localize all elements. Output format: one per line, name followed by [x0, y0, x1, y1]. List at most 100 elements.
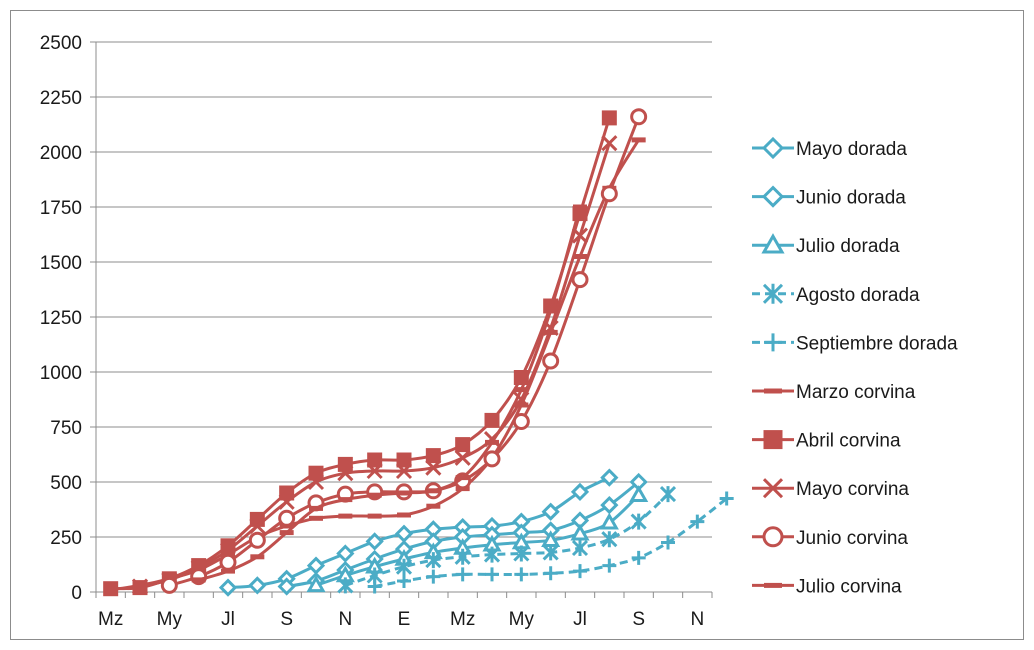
data-point — [600, 495, 619, 515]
legend-label: Septiembre dorada — [796, 333, 958, 354]
data-point — [485, 439, 499, 445]
data-point — [601, 110, 617, 126]
legend-swatch-marker — [761, 136, 785, 160]
data-point — [249, 517, 266, 535]
data-point — [367, 579, 382, 594]
legend-label: Julio corvina — [796, 576, 902, 597]
data-point — [485, 567, 499, 582]
legend-label: Junio corvina — [796, 528, 908, 549]
x-tick-label: Mz — [450, 609, 475, 630]
x-tick-label: Jl — [221, 609, 235, 630]
y-tick-label: 1500 — [40, 253, 82, 274]
legend-label: Junio dorada — [796, 188, 906, 209]
data-point — [191, 577, 206, 583]
data-point — [367, 452, 383, 468]
data-point — [397, 490, 411, 496]
series-2 — [306, 485, 649, 593]
legend-swatch-marker — [763, 430, 783, 450]
legend-entry: Agosto dorada — [752, 283, 920, 306]
data-point — [571, 271, 589, 289]
legend-swatch-marker — [761, 185, 785, 208]
data-point — [513, 391, 530, 408]
legend-swatch-marker — [764, 333, 782, 352]
y-tick-label: 500 — [50, 473, 82, 494]
data-point — [309, 515, 323, 521]
x-tick-label: S — [280, 609, 293, 630]
data-point — [307, 473, 325, 491]
data-point — [512, 413, 530, 430]
series-3 — [337, 486, 677, 594]
legend-entry: Mayo dorada — [752, 136, 907, 160]
data-point — [278, 493, 295, 510]
data-point — [454, 449, 471, 466]
data-point — [367, 513, 382, 519]
data-point — [425, 552, 442, 569]
data-point — [630, 108, 648, 126]
legend-swatch-marker — [762, 526, 784, 548]
data-point — [570, 482, 590, 502]
series-6 — [103, 110, 617, 597]
data-point — [514, 387, 529, 393]
data-point — [514, 567, 529, 582]
legend-entry: Abril corvina — [752, 430, 901, 452]
y-tick-label: 2250 — [40, 88, 82, 109]
series-line — [344, 493, 670, 587]
data-point — [483, 546, 501, 563]
data-point — [513, 545, 530, 562]
data-point — [571, 227, 589, 244]
legend-entry: Junio corvina — [752, 526, 908, 549]
y-tick-label: 1750 — [40, 198, 82, 219]
data-point — [573, 254, 587, 259]
data-point — [541, 530, 561, 548]
y-tick-label: 0 — [71, 583, 82, 604]
data-point — [601, 135, 618, 152]
legend-swatch-marker — [764, 388, 782, 394]
data-point — [306, 575, 326, 593]
data-point — [543, 307, 558, 313]
legend-swatch-marker — [764, 582, 782, 588]
legend-label: Marzo corvina — [796, 382, 916, 403]
legend-entry: Junio dorada — [752, 185, 906, 209]
series-lines — [103, 108, 734, 597]
data-point — [659, 486, 677, 503]
data-point — [160, 576, 178, 594]
legend-swatch-marker — [762, 283, 784, 304]
data-point — [454, 548, 471, 565]
x-tick-label: Mz — [98, 609, 123, 630]
data-point — [600, 185, 618, 203]
legend-entry: Septiembre dorada — [752, 333, 958, 354]
axes — [90, 41, 713, 598]
data-point — [690, 514, 705, 529]
data-point — [543, 566, 558, 581]
data-point — [425, 459, 442, 476]
data-point — [573, 564, 587, 579]
data-point — [630, 513, 647, 530]
data-point — [571, 539, 589, 557]
legend-entry: Julio dorada — [752, 233, 900, 257]
series-4 — [367, 491, 734, 594]
data-point — [484, 412, 500, 428]
data-point — [309, 505, 323, 511]
data-point — [599, 512, 619, 530]
data-point — [131, 578, 149, 595]
legend-label: Mayo corvina — [796, 479, 909, 500]
y-tick-label: 1250 — [40, 308, 82, 329]
x-tick-label: My — [157, 609, 183, 630]
data-point — [602, 558, 617, 573]
y-tick-label: 250 — [50, 528, 82, 549]
data-point — [455, 437, 471, 453]
data-point — [601, 531, 618, 548]
data-point — [542, 352, 560, 370]
data-point — [426, 488, 441, 494]
data-point — [338, 513, 353, 519]
data-point — [631, 137, 646, 143]
series-line — [315, 494, 640, 587]
data-point — [600, 468, 619, 487]
data-point — [338, 497, 353, 503]
data-point — [366, 462, 383, 480]
legend-entry: Julio corvina — [752, 576, 902, 597]
data-point — [455, 475, 470, 481]
legend-label: Abril corvina — [796, 431, 901, 452]
data-point — [514, 402, 529, 408]
